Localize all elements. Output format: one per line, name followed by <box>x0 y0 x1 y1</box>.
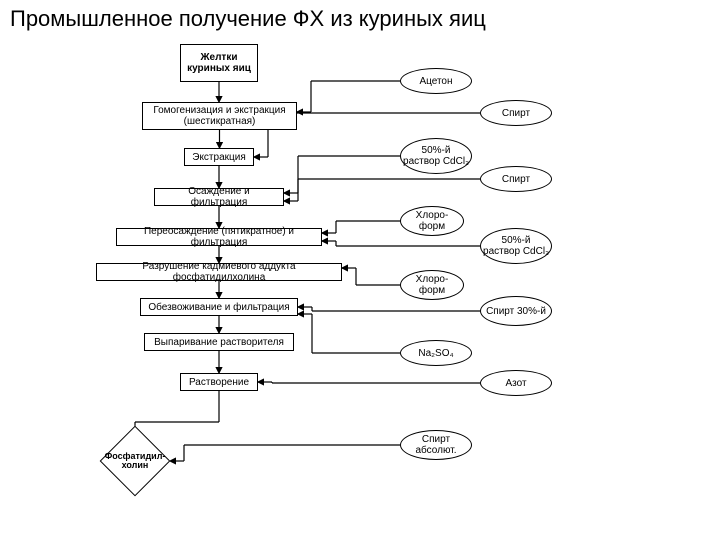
node-sp2: Спирт <box>480 166 552 192</box>
node-start: Желтки куриных яиц <box>180 44 258 82</box>
node-end: Фосфатидил-холин <box>100 426 170 496</box>
node-acet: Ацетон <box>400 68 472 94</box>
node-step7: Обезвоживание и фильтрация <box>140 298 298 316</box>
node-step8: Выпаривание растворителя <box>144 333 294 351</box>
node-chl2: Хлоро-форм <box>400 270 464 300</box>
node-chl1: Хлоро-форм <box>400 206 464 236</box>
node-azot: Азот <box>480 370 552 396</box>
page-title: Промышленное получение ФХ из куриных яиц <box>10 6 486 32</box>
node-cdcl2: 50%-й раствор CdCl₂ <box>480 228 552 264</box>
node-cdcl1: 50%-й раствор CdCl₂ <box>400 138 472 174</box>
node-sp1: Спирт <box>480 100 552 126</box>
node-sp30: Спирт 30%-й <box>480 296 552 326</box>
node-step2: Гомогенизация и экстракция (шестикратная… <box>142 102 297 130</box>
node-naso: Na₂SO₄ <box>400 340 472 366</box>
flowchart-diagram: Желтки куриных яиц Гомогенизация и экстра… <box>0 38 720 538</box>
node-step6: Разрушение кадмиевого аддукта фосфатидил… <box>96 263 342 281</box>
node-step9: Растворение <box>180 373 258 391</box>
node-step5: Переосаждение (пятикратное) и фильтрация <box>116 228 322 246</box>
node-spabs: Спирт абсолют. <box>400 430 472 460</box>
node-step3: Экстракция <box>184 148 254 166</box>
node-step4: Осаждение и фильтрация <box>154 188 284 206</box>
